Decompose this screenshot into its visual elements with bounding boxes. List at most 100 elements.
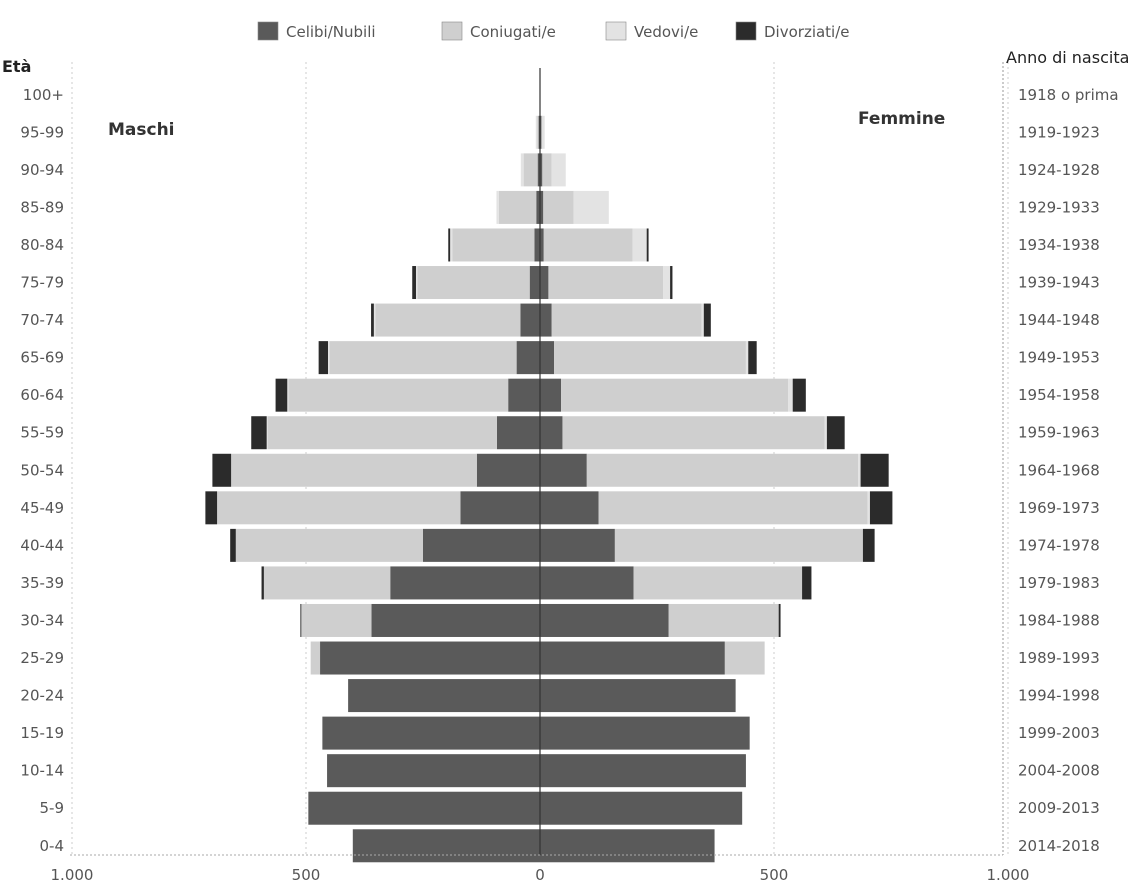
bar-females-celibi-nubili-20-24 [540,679,736,713]
birth-year-label: 1999-2003 [1018,724,1100,742]
bar-females-vedovi-e-65-69 [745,341,749,375]
age-group-label: 95-99 [20,123,64,141]
bar-females-celibi-nubili-90-94 [540,153,543,187]
birth-year-label: 1979-1983 [1018,574,1100,592]
axis-layer: 1.000 500 0 500 1.000 [51,62,1030,884]
birth-year-label: 1989-1993 [1018,649,1100,667]
bar-females-celibi-nubili-95-99 [540,115,542,149]
birth-year-label: 1924-1928 [1018,161,1100,179]
bar-females-celibi-nubili-15-19 [540,716,750,750]
bar-males-coniugati-e-35-39 [263,566,391,600]
bar-males-vedovi-e-90-94 [520,153,524,187]
bar-females-divorziati-e-65-69 [748,341,757,375]
legend: Celibi/Nubili Coniugati/e Vedovi/e Divorzia… [257,21,850,41]
birth-year-label: 1984-1988 [1018,611,1100,629]
males-label: Maschi [108,120,175,140]
bar-males-celibi-nubili-45-49 [460,491,540,525]
bar-females-coniugati-e-35-39 [633,566,803,600]
bar-males-divorziati-e-30-34 [300,603,302,637]
age-group-label: 5-9 [40,799,65,817]
birth-year-label: 1918 o prima [1018,86,1119,104]
bar-females-celibi-nubili-85-89 [540,190,544,224]
bar-females-coniugati-e-85-89 [543,190,574,224]
age-group-label: 60-64 [20,386,64,404]
bar-males-vedovi-e-80-84 [450,228,453,262]
bar-females-celibi-nubili-55-59 [540,416,563,450]
bar-females-celibi-nubili-75-79 [540,266,549,300]
bar-females-coniugati-e-60-64 [561,378,789,412]
bar-females-vedovi-e-70-74 [701,303,704,337]
age-group-label: 75-79 [20,274,64,292]
bar-males-vedovi-e-65-69 [327,341,330,375]
legend-entry: Coniugati/e [470,23,556,41]
birth-year-label: 1929-1933 [1018,198,1100,216]
birth-year-label: 1964-1968 [1018,461,1100,479]
bar-females-divorziati-e-55-59 [826,416,845,450]
bar-females-vedovi-e-95-99 [542,115,545,149]
bar-males-celibi-nubili-60-64 [508,378,540,412]
bar-males-coniugati-e-75-79 [417,266,530,300]
age-group-label: 55-59 [20,424,64,442]
bar-females-celibi-nubili-40-44 [540,528,615,562]
legend-entry: Divorziati/e [764,23,850,41]
bar-females-celibi-nubili-10-14 [540,754,746,788]
birth-year-label: 1919-1923 [1018,123,1100,141]
bar-females-celibi-nubili-35-39 [540,566,634,600]
bar-males-coniugati-e-55-59 [267,416,497,450]
females-label: Femmine [858,109,945,129]
bar-females-coniugati-e-25-29 [724,641,765,675]
bar-males-celibi-nubili-30-34 [371,603,540,637]
bar-males-celibi-nubili-10-14 [327,754,540,788]
legend-entry: Celibi/Nubili [286,23,376,41]
bar-males-divorziati-e-50-54 [212,453,232,487]
legend-swatch [257,21,279,41]
birth-year-label: 1994-1998 [1018,687,1100,705]
bar-males-divorziati-e-45-49 [205,491,218,525]
bar-males-coniugati-e-60-64 [288,378,509,412]
bar-females-coniugati-e-40-44 [614,528,863,562]
bar-males-celibi-nubili-90-94 [537,153,540,187]
bar-males-celibi-nubili-0-4 [352,829,540,863]
bar-males-coniugati-e-30-34 [301,603,372,637]
bar-females-coniugati-e-80-84 [543,228,633,262]
bar-males-celibi-nubili-80-84 [534,228,540,262]
bar-females-celibi-nubili-0-4 [540,829,715,863]
legend-entry: Vedovi/e [634,23,698,41]
bar-males-divorziati-e-75-79 [412,266,416,300]
birth-year-label: 1974-1978 [1018,536,1100,554]
bar-males-divorziati-e-70-74 [371,303,374,337]
bar-females-vedovi-e-75-79 [663,266,671,300]
birth-year-label: 1944-1948 [1018,311,1100,329]
bar-females-vedovi-e-85-89 [573,190,609,224]
bar-males-coniugati-e-45-49 [217,491,461,525]
legend-swatch [605,21,627,41]
age-group-label: 15-19 [20,724,64,742]
bar-females-divorziati-e-35-39 [802,566,812,600]
bar-males-divorziati-e-40-44 [230,528,236,562]
legend-swatch [441,21,463,41]
bar-females-celibi-nubili-70-74 [540,303,552,337]
x-tick-label: 1.000 [987,866,1030,884]
bar-females-divorziati-e-40-44 [862,528,875,562]
bar-males-celibi-nubili-75-79 [529,266,540,300]
bar-females-coniugati-e-45-49 [598,491,868,525]
bar-females-divorziati-e-50-54 [860,453,889,487]
bar-males-divorziati-e-35-39 [261,566,264,600]
birth-year-label: 1939-1943 [1018,274,1100,292]
bar-females-vedovi-e-60-64 [788,378,793,412]
age-group-label: 100+ [23,86,64,104]
bar-males-celibi-nubili-40-44 [423,528,540,562]
bar-females-celibi-nubili-80-84 [540,228,544,262]
age-group-label: 30-34 [20,611,64,629]
bar-females-celibi-nubili-25-29 [540,641,725,675]
bar-males-celibi-nubili-35-39 [390,566,540,600]
bar-females-coniugati-e-70-74 [551,303,702,337]
age-group-label: 20-24 [20,687,64,705]
bar-females-coniugati-e-30-34 [668,603,779,637]
bar-males-coniugati-e-65-69 [329,341,517,375]
birth-year-label: 2004-2008 [1018,762,1100,780]
bar-males-coniugati-e-70-74 [375,303,521,337]
right-axis-title: Anno di nascita [1006,48,1129,67]
bar-males-celibi-nubili-5-9 [308,791,540,825]
age-group-label: 90-94 [20,161,64,179]
